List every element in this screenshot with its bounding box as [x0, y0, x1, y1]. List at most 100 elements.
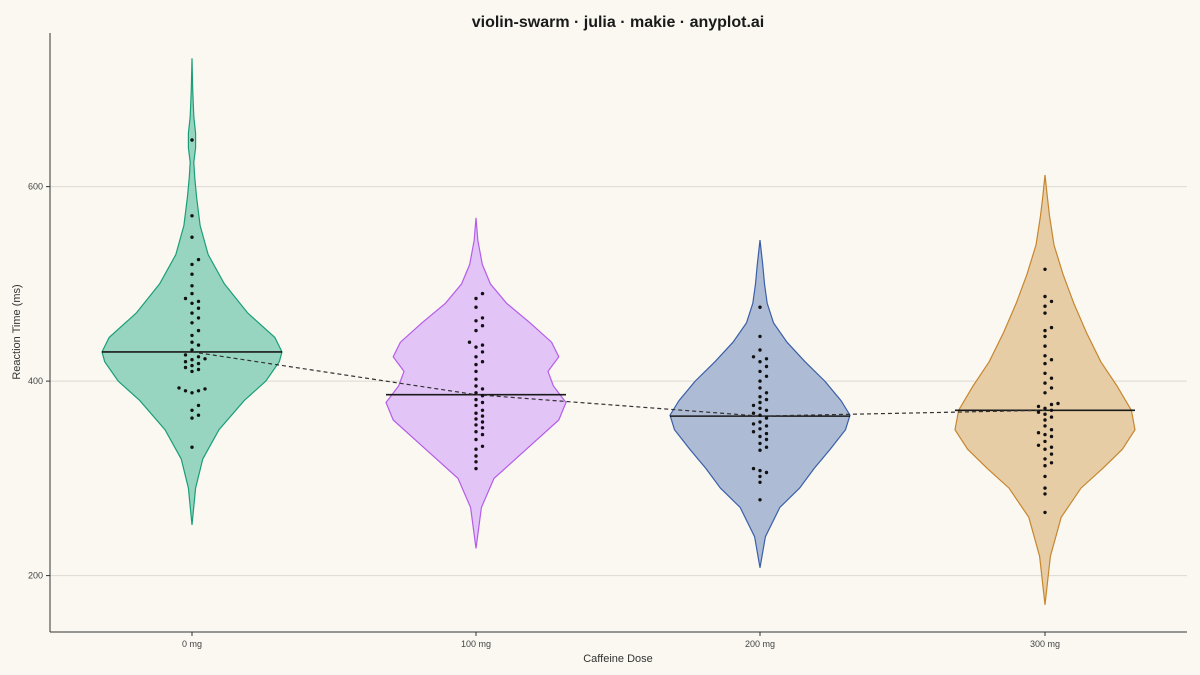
swarm-point	[196, 367, 201, 372]
swarm-point	[758, 448, 762, 452]
swarm-point	[758, 395, 762, 399]
swarm-point	[183, 389, 188, 393]
swarm-point	[183, 353, 188, 357]
swarm-point	[1043, 391, 1047, 395]
swarm-point	[1049, 434, 1054, 439]
swarm-point	[474, 362, 478, 367]
swarm-point	[1043, 432, 1047, 437]
swarm-point	[1043, 412, 1047, 416]
x-tick-label: 300 mg	[1030, 639, 1060, 649]
swarm-point	[480, 316, 485, 320]
x-tick-label: 0 mg	[182, 639, 202, 649]
swarm-point	[480, 414, 485, 418]
swarm-point	[474, 417, 478, 421]
swarm-point	[196, 355, 201, 359]
swarm-point	[1043, 474, 1047, 479]
swarm-point	[196, 257, 201, 262]
swarm-point	[190, 358, 194, 362]
swarm-point	[1043, 361, 1047, 366]
swarm-point	[1049, 299, 1054, 304]
swarm-point	[764, 416, 769, 420]
swarm-point	[190, 348, 194, 352]
swarm-point	[190, 363, 194, 368]
swarm-point	[764, 470, 769, 475]
swarm-point	[764, 374, 769, 378]
swarm-point	[1049, 325, 1054, 330]
swarm-point	[474, 411, 478, 415]
swarm-point	[751, 403, 756, 408]
swarm-point	[190, 284, 194, 288]
swarm-point	[190, 408, 194, 412]
swarm-point	[758, 420, 762, 424]
swarm-point	[1043, 492, 1047, 496]
swarm-point	[1043, 457, 1047, 461]
swarm-point	[764, 437, 769, 442]
swarm-point	[190, 391, 194, 395]
swarm-point	[1049, 461, 1054, 465]
chart-title: violin-swarm · julia · makie · anyplot.a…	[472, 14, 765, 31]
swarm-point	[196, 299, 201, 304]
swarm-point	[1043, 304, 1047, 308]
swarm-point	[1049, 376, 1054, 380]
swarm-point	[1036, 404, 1041, 409]
swarm-point	[751, 466, 756, 471]
swarm-point	[1043, 424, 1047, 428]
swarm-point	[474, 397, 478, 402]
swarm-point	[196, 306, 201, 310]
swarm-point	[1036, 410, 1041, 414]
swarm-point	[1043, 486, 1047, 490]
swarm-point	[758, 474, 762, 479]
swarm-point	[758, 441, 762, 446]
swarm-point	[764, 364, 769, 369]
swarm-point	[758, 480, 762, 484]
x-tick-label: 100 mg	[461, 639, 491, 649]
swarm-point	[190, 311, 194, 315]
swarm-point	[480, 408, 485, 412]
swarm-point	[190, 235, 194, 239]
y-ticks: 200 400 600	[28, 182, 50, 581]
swarm-point	[480, 432, 485, 437]
swarm-point	[190, 262, 194, 267]
swarm-point	[474, 437, 478, 442]
swarm-point	[190, 369, 194, 374]
swarm-point	[758, 379, 762, 383]
y-tick-label: 600	[28, 182, 43, 192]
swarm-point	[480, 324, 485, 328]
swarm-point	[474, 377, 478, 381]
swarm-point	[480, 400, 485, 405]
swarm-point	[1049, 408, 1054, 412]
swarm-point	[480, 343, 485, 347]
swarm-point	[1043, 334, 1047, 339]
swarm-point	[480, 360, 485, 364]
swarm-point	[190, 291, 194, 296]
swarm-point	[474, 328, 478, 333]
swarm-point	[190, 321, 194, 325]
swarm-point	[1049, 358, 1054, 362]
swarm-point	[1043, 439, 1047, 444]
swarm-point	[758, 348, 762, 352]
swarm-point	[183, 360, 188, 364]
swarm-point	[474, 466, 478, 471]
swarm-point	[203, 387, 207, 391]
swarm-point	[1043, 406, 1047, 410]
swarm-point	[474, 423, 478, 427]
swarm-point	[1036, 431, 1041, 435]
swarm-point	[751, 430, 756, 434]
swarm-point	[190, 445, 194, 449]
swarm-point	[480, 387, 485, 391]
swarm-point	[758, 434, 762, 439]
swarm-point	[183, 296, 188, 301]
x-tick-label: 200 mg	[745, 639, 775, 649]
swarm-point	[1043, 328, 1047, 333]
swarm-point	[1043, 294, 1047, 299]
swarm-point	[183, 365, 188, 370]
swarm-point	[751, 411, 756, 415]
swarm-point	[190, 416, 194, 420]
swarm-point	[1043, 344, 1047, 348]
swarm-point	[758, 498, 762, 502]
swarm-point	[764, 408, 769, 412]
x-ticks: 0 mg 100 mg 200 mg 300 mg	[182, 632, 1060, 649]
swarm-point	[474, 430, 478, 434]
swarm-point	[1043, 311, 1047, 315]
swarm-point	[764, 391, 769, 395]
